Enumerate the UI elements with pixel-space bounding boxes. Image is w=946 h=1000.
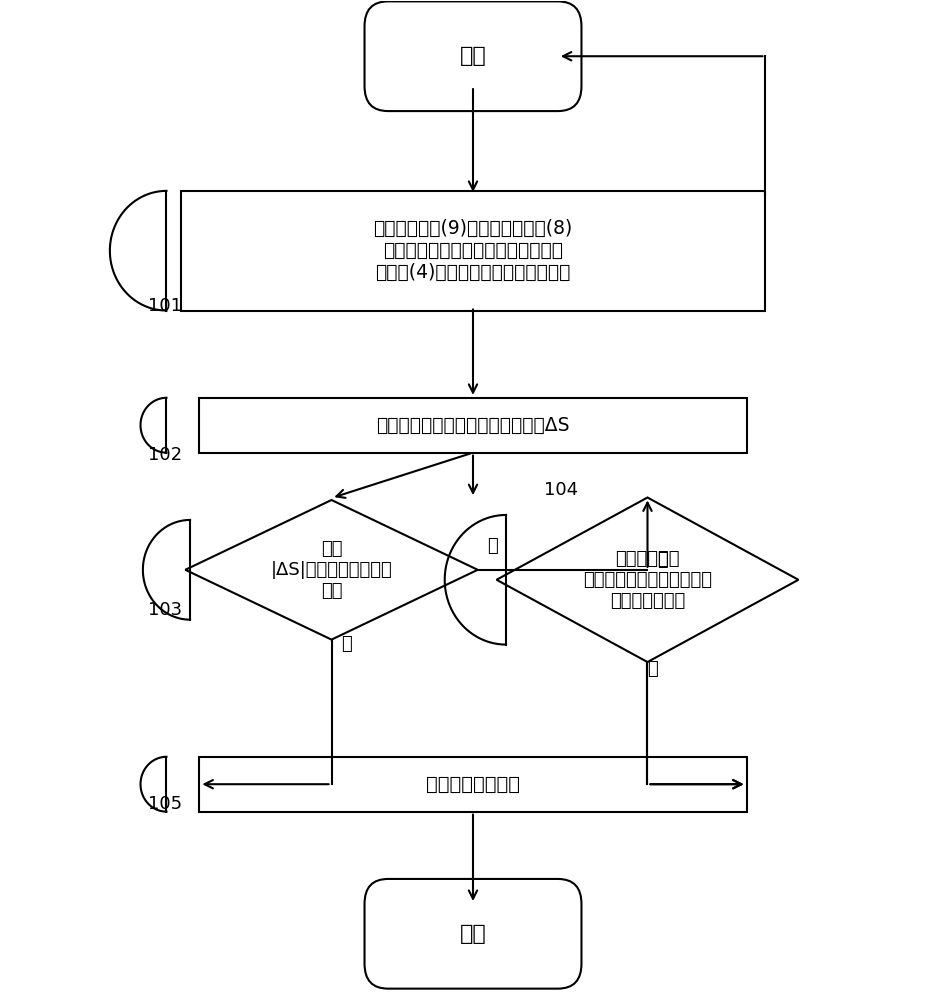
Text: 否: 否 <box>487 537 498 555</box>
Text: 103: 103 <box>148 601 182 619</box>
Text: 104: 104 <box>544 481 578 499</box>
Text: 102: 102 <box>148 446 182 464</box>
Polygon shape <box>497 498 798 662</box>
Text: 判断
|ΔS|是否超出第二允许
范围: 判断 |ΔS|是否超出第二允许 范围 <box>271 540 393 600</box>
FancyBboxPatch shape <box>364 1 582 111</box>
FancyBboxPatch shape <box>364 879 582 989</box>
FancyBboxPatch shape <box>181 191 765 311</box>
Text: 否: 否 <box>657 551 668 569</box>
Text: 105: 105 <box>148 795 182 813</box>
Text: 结束: 结束 <box>460 924 486 944</box>
Polygon shape <box>185 500 478 640</box>
Text: 计算所述两个预设位置点的液压差ΔS: 计算所述两个预设位置点的液压差ΔS <box>377 416 569 435</box>
Text: 是: 是 <box>647 660 657 678</box>
Text: 发出停机保护指令: 发出停机保护指令 <box>426 775 520 794</box>
Text: 判断是否仅有
一个预设位置点的液压值超
出第一允许范围: 判断是否仅有 一个预设位置点的液压值超 出第一允许范围 <box>583 550 712 610</box>
Text: 在被冷却设备(9)有功率输出且泵(8)
电源开关闭合的状态下，获取液体流
通管路(4)的两个预设位置点的液压值: 在被冷却设备(9)有功率输出且泵(8) 电源开关闭合的状态下，获取液体流 通管路… <box>374 219 572 282</box>
Text: 开始: 开始 <box>460 46 486 66</box>
Text: 是: 是 <box>341 635 352 653</box>
FancyBboxPatch shape <box>200 757 746 812</box>
Text: 101: 101 <box>148 297 182 315</box>
FancyBboxPatch shape <box>200 398 746 453</box>
